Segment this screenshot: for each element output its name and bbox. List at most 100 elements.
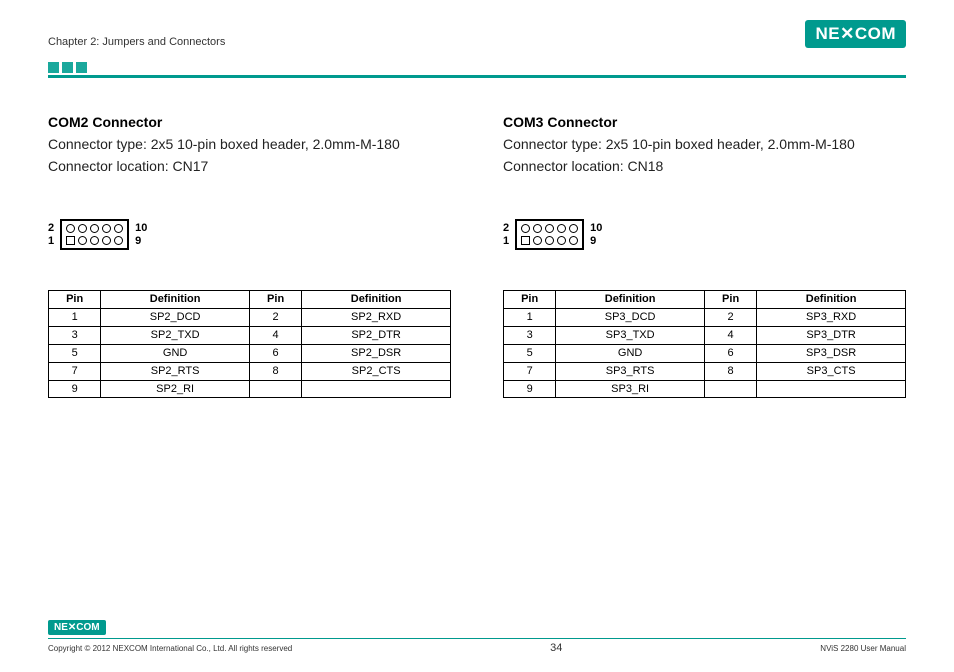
col-header: Pin <box>704 291 756 309</box>
table-row: 9SP2_RI <box>49 380 451 398</box>
header-box <box>515 219 584 250</box>
pin-label: 9 <box>135 235 147 248</box>
table-cell <box>302 380 451 398</box>
table-cell: SP3_DCD <box>556 309 705 327</box>
manual-name: NViS 2280 User Manual <box>820 644 906 653</box>
table-cell: 6 <box>704 344 756 362</box>
pin-circle <box>545 224 554 233</box>
page-header: Chapter 2: Jumpers and Connectors NE✕COM <box>48 22 906 48</box>
pin-square <box>66 236 75 245</box>
table-cell: 2 <box>249 309 301 327</box>
table-cell: 4 <box>249 327 301 345</box>
pin-circle <box>545 236 554 245</box>
pin-label: 1 <box>503 235 509 248</box>
pin-label: 2 <box>503 222 509 235</box>
table-cell: 4 <box>704 327 756 345</box>
pin-table-body-0: 1SP2_DCD2SP2_RXD3SP2_TXD4SP2_DTR5GND6SP2… <box>49 309 451 398</box>
table-cell: SP3_DTR <box>757 327 906 345</box>
col-header: Definition <box>556 291 705 309</box>
pin-label: 1 <box>48 235 54 248</box>
table-cell: 1 <box>49 309 101 327</box>
pin-circle <box>533 236 542 245</box>
page-number: 34 <box>550 642 562 654</box>
table-cell: SP3_RI <box>556 380 705 398</box>
pin-label: 10 <box>590 222 602 235</box>
table-cell: SP3_TXD <box>556 327 705 345</box>
table-row: 1SP2_DCD2SP2_RXD <box>49 309 451 327</box>
table-cell: SP3_CTS <box>757 362 906 380</box>
table-cell: SP2_CTS <box>302 362 451 380</box>
pin-label: 10 <box>135 222 147 235</box>
header-diagram: 2 1 <box>503 219 906 250</box>
connector-title: COM2 Connector <box>48 114 451 130</box>
table-cell: SP2_DSR <box>302 344 451 362</box>
table-cell: 9 <box>49 380 101 398</box>
table-row: 5GND6SP3_DSR <box>504 344 906 362</box>
connector-type: Connector type: 2x5 10-pin boxed header,… <box>503 134 906 156</box>
pin-circle <box>569 224 578 233</box>
main-content: COM2 Connector Connector type: 2x5 10-pi… <box>48 114 906 398</box>
pin-circle <box>533 224 542 233</box>
pin-circle <box>102 224 111 233</box>
pin-circle <box>569 236 578 245</box>
connector-location: Connector location: CN18 <box>503 156 906 178</box>
table-row: 7SP3_RTS8SP3_CTS <box>504 362 906 380</box>
table-cell: 5 <box>49 344 101 362</box>
table-cell: 3 <box>49 327 101 345</box>
table-row: 3SP2_TXD4SP2_DTR <box>49 327 451 345</box>
col-header: Definition <box>101 291 250 309</box>
table-cell: SP2_RTS <box>101 362 250 380</box>
table-cell: SP2_RI <box>101 380 250 398</box>
col-header: Definition <box>302 291 451 309</box>
col-header: Pin <box>504 291 556 309</box>
table-cell: 1 <box>504 309 556 327</box>
col-header: Pin <box>249 291 301 309</box>
col-header: Definition <box>757 291 906 309</box>
header-rule <box>48 75 906 78</box>
connector-col-0: COM2 Connector Connector type: 2x5 10-pi… <box>48 114 451 398</box>
table-cell <box>757 380 906 398</box>
decorative-squares <box>48 62 906 73</box>
table-cell: 3 <box>504 327 556 345</box>
table-cell <box>704 380 756 398</box>
table-cell: 8 <box>249 362 301 380</box>
table-cell <box>249 380 301 398</box>
col-header: Pin <box>49 291 101 309</box>
table-row: 9SP3_RI <box>504 380 906 398</box>
table-cell: 8 <box>704 362 756 380</box>
table-cell: 6 <box>249 344 301 362</box>
table-row: 1SP3_DCD2SP3_RXD <box>504 309 906 327</box>
table-cell: SP2_RXD <box>302 309 451 327</box>
pin-table: Pin Definition Pin Definition 1SP2_DCD2S… <box>48 290 451 398</box>
pin-label: 2 <box>48 222 54 235</box>
table-row: 5GND6SP2_DSR <box>49 344 451 362</box>
connector-title: COM3 Connector <box>503 114 906 130</box>
pin-circle <box>114 236 123 245</box>
footer-rule <box>48 638 906 640</box>
table-cell: SP3_DSR <box>757 344 906 362</box>
pin-circle <box>90 224 99 233</box>
pin-circle <box>66 224 75 233</box>
table-cell: GND <box>556 344 705 362</box>
pin-circle <box>521 224 530 233</box>
table-cell: SP2_DTR <box>302 327 451 345</box>
connector-location: Connector location: CN17 <box>48 156 451 178</box>
pin-label: 9 <box>590 235 602 248</box>
table-cell: 7 <box>49 362 101 380</box>
pin-square <box>521 236 530 245</box>
header-diagram: 2 1 <box>48 219 451 250</box>
table-header-row: Pin Definition Pin Definition <box>504 291 906 309</box>
nexcom-logo: NE✕COM <box>805 20 906 48</box>
pin-circle <box>557 236 566 245</box>
table-cell: SP2_DCD <box>101 309 250 327</box>
pin-circle <box>78 224 87 233</box>
table-cell: SP2_TXD <box>101 327 250 345</box>
table-row: 3SP3_TXD4SP3_DTR <box>504 327 906 345</box>
table-header-row: Pin Definition Pin Definition <box>49 291 451 309</box>
table-cell: 7 <box>504 362 556 380</box>
chapter-title: Chapter 2: Jumpers and Connectors <box>48 36 225 48</box>
table-cell: GND <box>101 344 250 362</box>
pin-circle <box>557 224 566 233</box>
pin-table: Pin Definition Pin Definition 1SP3_DCD2S… <box>503 290 906 398</box>
table-cell: 5 <box>504 344 556 362</box>
